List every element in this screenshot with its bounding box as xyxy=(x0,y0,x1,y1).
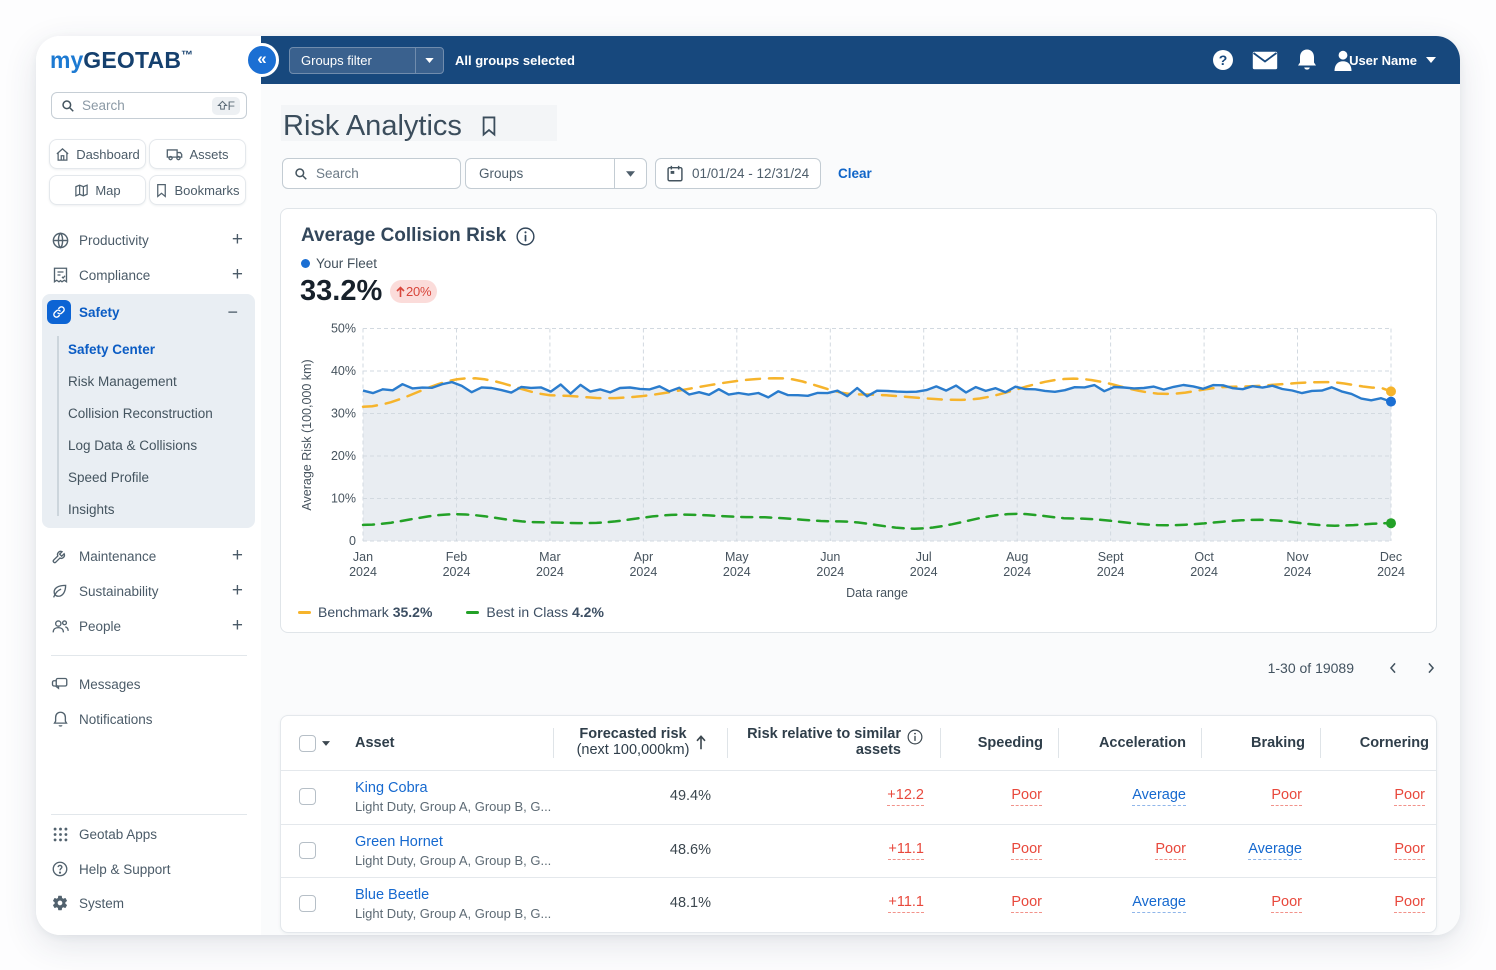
svg-text:2024: 2024 xyxy=(536,565,564,579)
svg-text:Aug: Aug xyxy=(1006,550,1028,564)
svg-text:2024: 2024 xyxy=(723,565,751,579)
svg-text:Mar: Mar xyxy=(539,550,561,564)
svg-text:50%: 50% xyxy=(331,322,356,336)
svg-text:Data range: Data range xyxy=(846,586,908,600)
svg-text:2024: 2024 xyxy=(349,565,377,579)
svg-text:2024: 2024 xyxy=(443,565,471,579)
svg-text:?: ? xyxy=(1219,52,1228,68)
svg-text:10%: 10% xyxy=(331,492,356,506)
svg-text:2024: 2024 xyxy=(910,565,938,579)
svg-text:Nov: Nov xyxy=(1286,550,1309,564)
svg-text:2024: 2024 xyxy=(629,565,657,579)
svg-text:Apr: Apr xyxy=(634,550,653,564)
svg-text:Feb: Feb xyxy=(446,550,468,564)
svg-text:Sept: Sept xyxy=(1098,550,1124,564)
svg-text:2024: 2024 xyxy=(1284,565,1312,579)
svg-text:May: May xyxy=(725,550,749,564)
svg-text:2024: 2024 xyxy=(1190,565,1218,579)
svg-text:30%: 30% xyxy=(331,407,356,421)
svg-text:2024: 2024 xyxy=(1377,565,1405,579)
svg-text:2024: 2024 xyxy=(1097,565,1125,579)
svg-text:0: 0 xyxy=(349,534,356,548)
svg-text:Average Risk (100,000 km): Average Risk (100,000 km) xyxy=(300,359,314,510)
svg-text:40%: 40% xyxy=(331,364,356,378)
svg-text:Jun: Jun xyxy=(820,550,840,564)
svg-text:Jul: Jul xyxy=(916,550,932,564)
svg-text:2024: 2024 xyxy=(816,565,844,579)
svg-text:Jan: Jan xyxy=(353,550,373,564)
svg-text:20%: 20% xyxy=(331,449,356,463)
svg-text:2024: 2024 xyxy=(1003,565,1031,579)
svg-text:Oct: Oct xyxy=(1194,550,1214,564)
svg-text:Dec: Dec xyxy=(1380,550,1402,564)
